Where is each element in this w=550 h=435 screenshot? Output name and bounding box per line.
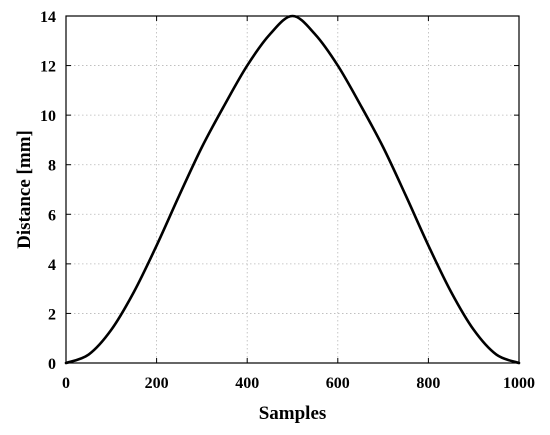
x-tick-label: 400 bbox=[235, 375, 259, 392]
x-tick-label: 600 bbox=[326, 375, 350, 392]
series-line-0 bbox=[64, 14, 521, 365]
x-tick-label: 200 bbox=[145, 375, 169, 392]
y-tick-label: 12 bbox=[40, 59, 56, 76]
y-tick-label: 14 bbox=[40, 9, 56, 26]
grid bbox=[66, 16, 519, 363]
y-tick-label: 10 bbox=[40, 108, 56, 125]
tick-marks bbox=[65, 15, 520, 364]
y-tick-label: 6 bbox=[48, 207, 56, 224]
x-tick-label: 0 bbox=[62, 375, 70, 392]
y-tick-label: 0 bbox=[48, 356, 56, 373]
y-axis-label: Distance [mm] bbox=[14, 130, 35, 249]
x-tick-label: 800 bbox=[416, 375, 440, 392]
plot-frame bbox=[65, 15, 520, 364]
x-axis-label: Samples bbox=[259, 403, 327, 424]
y-tick-label: 2 bbox=[48, 306, 56, 323]
y-tick-label: 4 bbox=[48, 257, 56, 274]
series-layer bbox=[64, 14, 521, 365]
x-tick-labels: 0 200 400 600 800 1000 bbox=[62, 375, 535, 392]
y-tick-labels: 0 2 4 6 8 10 12 14 bbox=[40, 9, 56, 373]
y-tick-label: 8 bbox=[48, 158, 56, 175]
x-tick-label: 1000 bbox=[503, 375, 535, 392]
